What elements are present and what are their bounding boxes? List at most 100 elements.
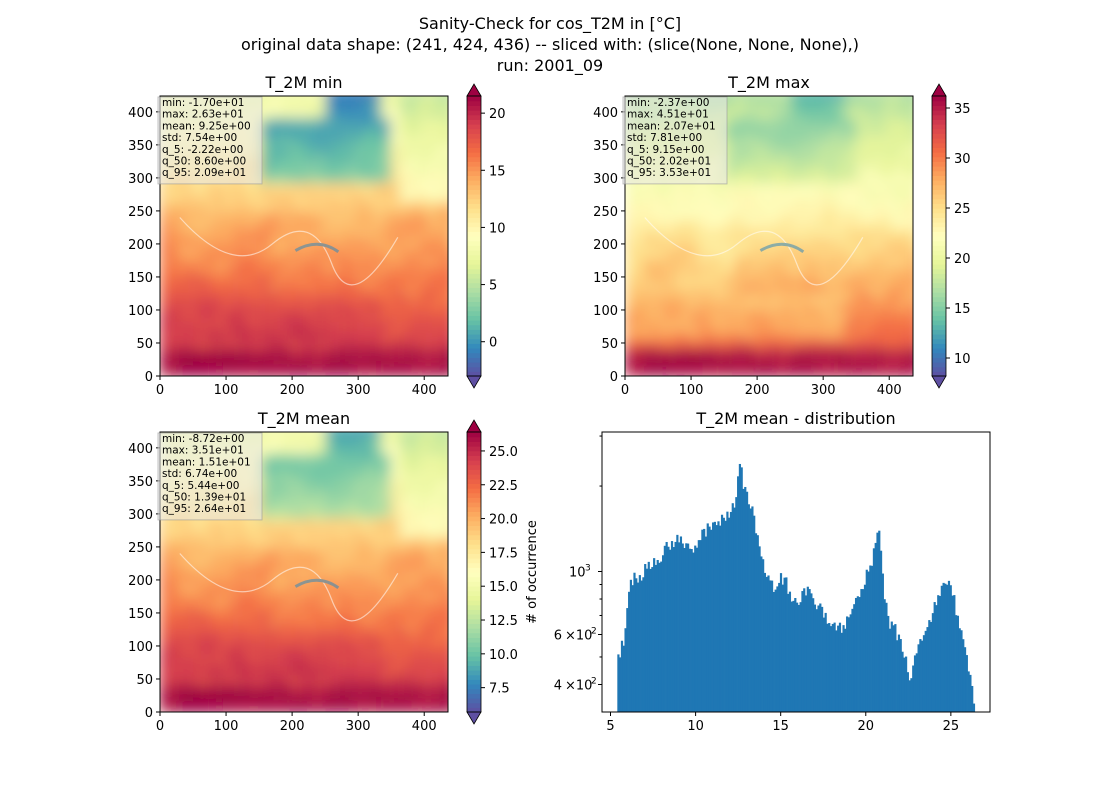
field-cell <box>725 208 737 220</box>
field-cell <box>362 347 374 359</box>
field-cell <box>808 116 821 128</box>
histogram-bar <box>692 552 695 712</box>
field-cell <box>799 245 811 257</box>
field-cell <box>790 365 802 376</box>
field-cell <box>679 208 691 220</box>
field-cell <box>306 116 319 128</box>
histogram-bar <box>665 541 668 712</box>
field-cell <box>260 664 272 677</box>
field-cell <box>353 563 365 575</box>
field-cell <box>845 180 858 193</box>
field-cell <box>427 526 439 538</box>
field-cell <box>362 600 374 612</box>
field-cell <box>845 356 858 368</box>
field-cell <box>232 217 245 230</box>
field-cell <box>316 143 328 156</box>
field-cell <box>260 646 272 658</box>
field-cell <box>445 461 448 473</box>
field-cell <box>306 646 319 658</box>
field-cell <box>642 217 654 230</box>
field-cell <box>297 627 309 640</box>
field-cell <box>343 227 356 239</box>
field-cell <box>390 442 402 455</box>
histogram-bar <box>835 630 838 712</box>
field-cell <box>771 180 784 193</box>
field-cell <box>390 338 402 350</box>
field-cell <box>325 301 337 313</box>
histogram-bar <box>790 601 793 712</box>
field-cell <box>390 319 402 331</box>
field-cell <box>214 646 226 658</box>
field-cell <box>260 319 272 331</box>
field-cell <box>427 310 439 322</box>
field-cell <box>242 180 254 193</box>
field-cell <box>670 264 682 276</box>
field-cell <box>380 116 393 128</box>
histogram-bar <box>706 523 709 712</box>
field-cell <box>771 273 784 285</box>
field-cell <box>734 143 747 156</box>
field-cell <box>343 572 356 584</box>
field-cell <box>260 683 272 695</box>
histogram-bar <box>669 549 672 712</box>
histogram-bar <box>858 597 861 712</box>
field-cell <box>436 544 448 556</box>
field-cell <box>297 180 309 193</box>
field-cell <box>390 627 402 640</box>
field-cell <box>343 646 356 658</box>
field-cell <box>864 199 876 211</box>
field-cell <box>186 637 198 649</box>
field-cell <box>242 319 254 331</box>
field-cell <box>288 310 300 322</box>
colorbar-segment <box>467 436 481 442</box>
field-cell <box>781 199 793 211</box>
field-cell <box>279 701 291 712</box>
y-tick-label: 350 <box>128 475 153 490</box>
field-cell <box>697 217 710 230</box>
field-cell <box>670 328 682 341</box>
colorbar-segment <box>467 362 481 368</box>
field-cell <box>445 600 448 612</box>
field-cell <box>177 338 189 350</box>
field-cell <box>734 153 747 165</box>
field-cell <box>436 282 448 294</box>
field-cell <box>362 655 374 667</box>
field-cell <box>353 301 365 313</box>
field-cell <box>214 563 226 575</box>
field-cell <box>362 153 374 165</box>
colorbar-segment <box>932 338 946 344</box>
colorbar-segment <box>467 296 481 302</box>
field-cell <box>408 254 420 267</box>
field-cell <box>362 319 374 331</box>
histogram-bar <box>762 559 765 712</box>
field-cell <box>660 199 673 211</box>
field-cell <box>882 134 895 146</box>
colorbar-segment <box>467 324 481 330</box>
field-cell <box>427 143 439 156</box>
field-cell <box>279 310 291 322</box>
field-cell <box>380 328 393 341</box>
field-cell <box>808 328 821 341</box>
field-cell <box>873 116 885 128</box>
field-cell <box>771 365 784 376</box>
field-cell <box>168 180 180 193</box>
colorbar-extend-bottom <box>466 711 482 725</box>
field-cell <box>362 245 374 257</box>
field-cell <box>399 498 411 510</box>
colorbar-tick-label: 0 <box>489 336 497 351</box>
field-cell <box>781 282 793 294</box>
field-cell <box>316 282 328 294</box>
field-cell <box>445 646 448 658</box>
field-cell <box>417 338 430 350</box>
field-cell <box>371 442 383 455</box>
field-cell <box>260 171 272 183</box>
colorbar-segment <box>467 525 481 531</box>
field-cell <box>790 291 802 304</box>
y-tick-label: 100 <box>128 304 153 319</box>
stats-line: min: -2.37e+00 <box>627 97 709 109</box>
colorbar-segment <box>932 306 946 312</box>
stats-box <box>157 96 263 185</box>
field-cell <box>882 254 895 267</box>
field-cell <box>214 600 226 612</box>
colorbar-segment <box>932 334 946 340</box>
